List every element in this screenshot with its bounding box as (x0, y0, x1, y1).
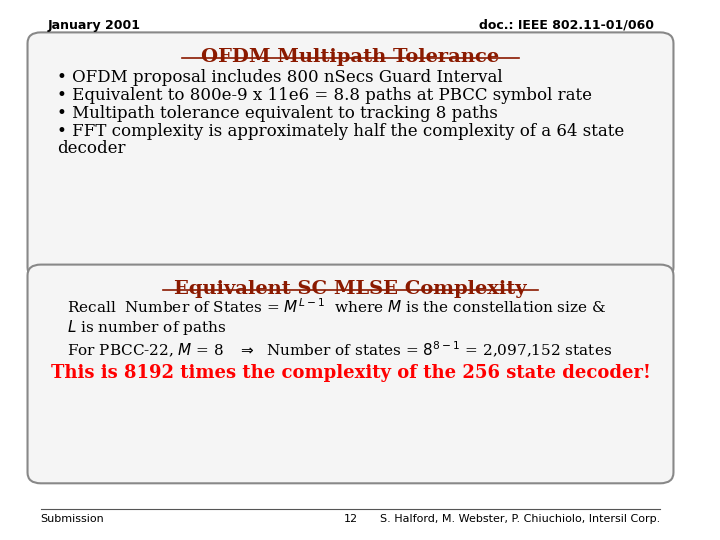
Text: • Multipath tolerance equivalent to tracking 8 paths: • Multipath tolerance equivalent to trac… (57, 105, 498, 122)
FancyBboxPatch shape (27, 32, 673, 278)
Text: S. Halford, M. Webster, P. Chiuchiolo, Intersil Corp.: S. Halford, M. Webster, P. Chiuchiolo, I… (380, 514, 660, 524)
Text: • Equivalent to 800e-9 x 11e6 = 8.8 paths at PBCC symbol rate: • Equivalent to 800e-9 x 11e6 = 8.8 path… (57, 87, 592, 104)
Text: Recall  Number of States = $M^{L-1}$  where $M$ is the constellation size &: Recall Number of States = $M^{L-1}$ wher… (67, 297, 606, 316)
Text: Submission: Submission (41, 514, 104, 524)
Text: January 2001: January 2001 (48, 19, 140, 32)
Text: 12: 12 (343, 514, 358, 524)
Text: • FFT complexity is approximately half the complexity of a 64 state: • FFT complexity is approximately half t… (57, 123, 624, 140)
Text: For PBCC-22, $M$ = 8   $\Rightarrow$  Number of states = $8^{8-1}$ = 2,097,152 s: For PBCC-22, $M$ = 8 $\Rightarrow$ Numbe… (67, 340, 612, 360)
Text: doc.: IEEE 802.11-01/060: doc.: IEEE 802.11-01/060 (479, 19, 654, 32)
Text: $L$ is number of paths: $L$ is number of paths (67, 318, 227, 336)
Text: • OFDM proposal includes 800 nSecs Guard Interval: • OFDM proposal includes 800 nSecs Guard… (57, 69, 503, 86)
Text: Equivalent SC MLSE Complexity: Equivalent SC MLSE Complexity (174, 280, 527, 298)
Text: OFDM Multipath Tolerance: OFDM Multipath Tolerance (202, 48, 500, 65)
Text: decoder: decoder (57, 140, 126, 157)
Text: This is 8192 times the complexity of the 256 state decoder!: This is 8192 times the complexity of the… (50, 364, 650, 382)
FancyBboxPatch shape (27, 265, 673, 483)
